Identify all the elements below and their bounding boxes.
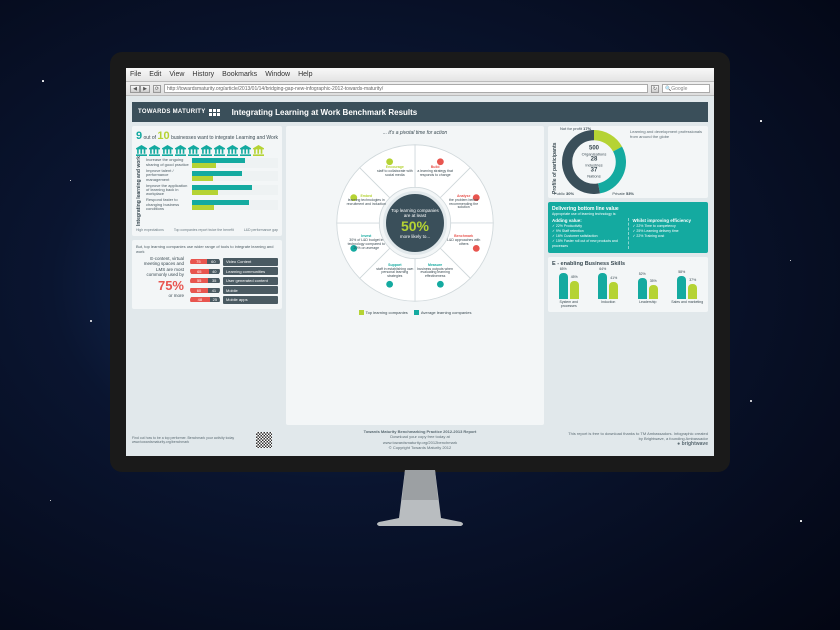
url-field[interactable]: http://towardsmaturity.org/article/2013/… (164, 84, 648, 93)
legend-item: Top learning companies (359, 310, 408, 315)
bank-icon (136, 145, 147, 154)
skill-pair: 58%37%Sales and marketing (671, 269, 705, 309)
forward-button[interactable]: ▶ (140, 85, 150, 93)
title-bar: TOWARDS MATURITY Integrating Learning at… (132, 102, 708, 122)
value-panel: Delivering bottom line value Appropriate… (548, 202, 708, 253)
wheel-segment-label: Analysethe problem before recommending t… (444, 195, 484, 210)
page-title: Integrating Learning at Work Benchmark R… (226, 108, 702, 117)
wheel-chart: Top learning companies are at least 50% … (330, 138, 500, 308)
wheel-segment-label: Measurebusiness outputs when evaluating … (415, 264, 455, 279)
bank-icon (240, 145, 251, 154)
wheel-segment-label: Invest30% of L&D budget in technology co… (346, 235, 386, 250)
wheel-hub: Top learning companies are at least 50% … (383, 191, 447, 255)
imac-monitor: File Edit View History Bookmarks Window … (110, 52, 730, 472)
headline-panel: 9 out of 10 businesses want to integrate… (132, 126, 282, 236)
usage-row: 5535User generated content (190, 277, 278, 285)
menu-help[interactable]: Help (298, 71, 312, 78)
qr-code-icon (256, 432, 272, 448)
back-button[interactable]: ◀ (130, 85, 140, 93)
bank-icon (149, 145, 160, 154)
bank-icon (188, 145, 199, 154)
wheel-segment-label: Embedlearning technologies in recruitmen… (346, 195, 386, 207)
menu-edit[interactable]: Edit (149, 71, 161, 78)
brand-logo-icon (209, 109, 220, 116)
brightwave-logo: ● brightwave (568, 441, 708, 447)
usage-panel: But, top learning companies use wider ra… (132, 240, 282, 309)
infographic-page: TOWARDS MATURITY Integrating Learning at… (126, 96, 714, 456)
bank-icons (136, 145, 278, 154)
menu-history[interactable]: History (192, 71, 214, 78)
screen: File Edit View History Bookmarks Window … (126, 68, 714, 456)
donut-center: 500Organisations 28Industries 37Nations (582, 146, 607, 179)
reload-button[interactable]: ⟳ (153, 85, 161, 93)
usage-row: 4825Mobile apps (190, 296, 278, 304)
profile-donut: 500Organisations 28Industries 37Nations … (562, 130, 626, 194)
menu-file[interactable]: File (130, 71, 141, 78)
hbar-row: Respond faster to changing business cond… (146, 198, 278, 211)
browser-menubar: File Edit View History Bookmarks Window … (126, 68, 714, 82)
profile-panel: Profile of participants 500Organisations… (548, 126, 708, 198)
bank-icon (175, 145, 186, 154)
bank-icon (214, 145, 225, 154)
menu-view[interactable]: View (169, 71, 184, 78)
wheel-legend: Top learning companies Average learning c… (290, 310, 540, 315)
refresh-button[interactable]: ↻ (651, 85, 659, 93)
bank-icon (201, 145, 212, 154)
bank-icon (162, 145, 173, 154)
legend-item: Average learning companies (414, 310, 472, 315)
search-field[interactable]: 🔍 Google (662, 84, 710, 93)
hbar-row: Increase the ongoing sharing of good pra… (146, 158, 278, 168)
left-column: 9 out of 10 businesses want to integrate… (132, 126, 282, 425)
hbar-section-label: Integrating learning and work (136, 156, 142, 226)
headline-9: 9 (136, 130, 142, 142)
skill-pair: 64%41%Induction (592, 269, 626, 309)
right-column: Profile of participants 500Organisations… (548, 126, 708, 425)
usage-pct: 75% (136, 278, 184, 293)
hbar-row: Improve the application of learning back… (146, 184, 278, 197)
footer: Find out how to be a top performer. Benc… (132, 429, 708, 450)
hbar-row: Improve talent / performance management (146, 169, 278, 182)
bank-icon (227, 145, 238, 154)
center-wheel-panel: ... it's a pivotal time for action Top l… (286, 126, 544, 425)
wheel-segment-label: Encouragestaff to collaborate with socia… (375, 166, 415, 178)
skill-pair: 65%45%System and processes (552, 269, 586, 309)
imac-stand (365, 470, 475, 532)
usage-row: 6540Learning communities (190, 267, 278, 275)
usage-row: 7560Video Content (190, 258, 278, 266)
menu-bookmarks[interactable]: Bookmarks (222, 71, 257, 78)
wheel-segment-label: Supportstaff in establishing own persona… (375, 264, 415, 279)
headline-10: 10 (157, 130, 169, 142)
bank-icon (253, 145, 264, 154)
skill-pair: 52%35%Leadership (631, 269, 665, 309)
arc-note: ... it's a pivotal time for action (290, 130, 540, 136)
menu-window[interactable]: Window (265, 71, 290, 78)
wheel-segment-label: Builda learning strategy that responds t… (415, 166, 455, 178)
wheel-segment-label: BenchmarkL&D approaches with others (444, 235, 484, 247)
skills-panel: E - enabling Business Skills 65%45%Syste… (548, 257, 708, 313)
brand-logo-text: TOWARDS MATURITY (138, 109, 206, 115)
browser-toolbar: ◀ ▶ ⟳ http://towardsmaturity.org/article… (126, 82, 714, 96)
usage-row: 6041Mobile (190, 286, 278, 294)
